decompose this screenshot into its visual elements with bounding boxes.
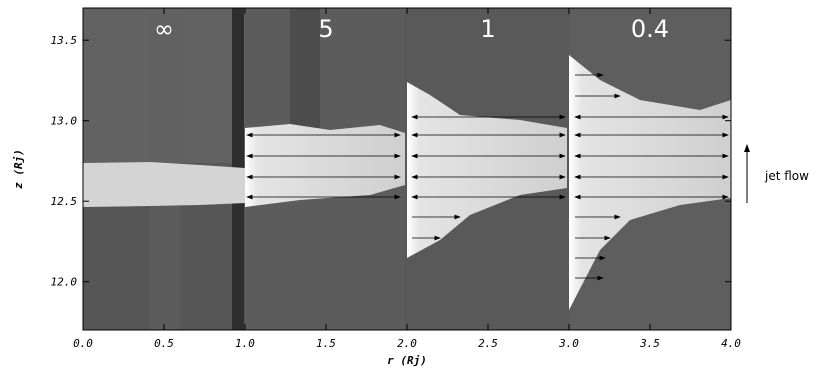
y-tick-label: 13.5	[51, 34, 78, 47]
x-tick-label: 0.5	[154, 337, 174, 350]
panel-label: ∞	[154, 15, 174, 43]
annotation: jet flow	[764, 169, 809, 183]
x-tick-label: 2.0	[397, 337, 417, 350]
panel-label: 1	[480, 15, 495, 43]
y-tick-label: 13.0	[51, 115, 78, 128]
panel-label: 0.4	[631, 15, 669, 43]
flow-arrows	[246, 72, 729, 281]
x-tick-label: 4.0	[721, 337, 741, 350]
x-tick-label: 3.0	[558, 337, 579, 350]
x-tick-label: 2.5	[478, 337, 498, 350]
x-tick-label: 1.5	[316, 337, 336, 350]
x-axis-label: r (Rj)	[387, 354, 427, 367]
x-tick-label: 0.0	[73, 337, 93, 350]
y-axis-label: z (Rj)	[12, 149, 25, 189]
x-tick-label: 1.0	[235, 337, 255, 350]
x-tick-label: 3.5	[639, 337, 660, 350]
panel-label: 5	[318, 15, 333, 43]
y-tick-label: 12.0	[51, 276, 78, 289]
simulation-image	[83, 8, 731, 330]
y-tick-label: 12.5	[51, 195, 78, 208]
